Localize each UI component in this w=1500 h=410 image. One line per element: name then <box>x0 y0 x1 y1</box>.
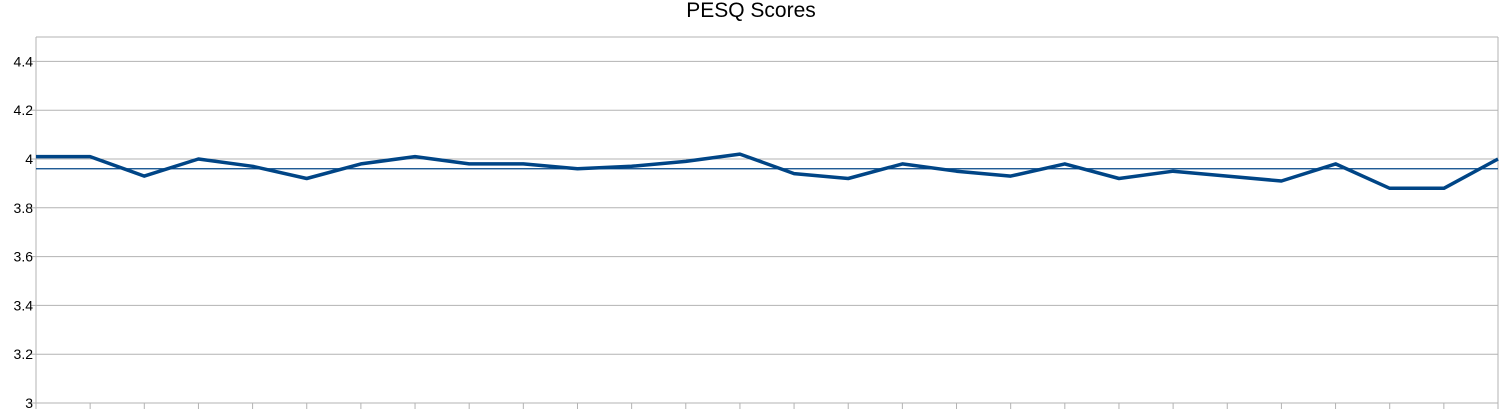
y-tick-label: 3.8 <box>14 200 34 216</box>
y-tick-labels: 3 3.2 3.4 3.6 3.8 4 4.2 4.4 <box>14 53 34 410</box>
axes <box>35 37 1499 404</box>
grid <box>31 36 1498 404</box>
chart-title: PESQ Scores <box>686 0 816 22</box>
y-tick-label: 3.6 <box>14 249 34 265</box>
x-ticks <box>35 403 1499 409</box>
y-tick-label: 3 <box>25 395 33 410</box>
y-tick-label: 4.2 <box>14 102 34 118</box>
y-tick-label: 4.4 <box>14 53 34 69</box>
y-tick-label: 4 <box>25 151 33 167</box>
series-group <box>36 152 1499 191</box>
series-line <box>36 152 1499 191</box>
y-tick-label: 3.4 <box>14 297 34 313</box>
y-tick-label: 3.2 <box>14 346 34 362</box>
